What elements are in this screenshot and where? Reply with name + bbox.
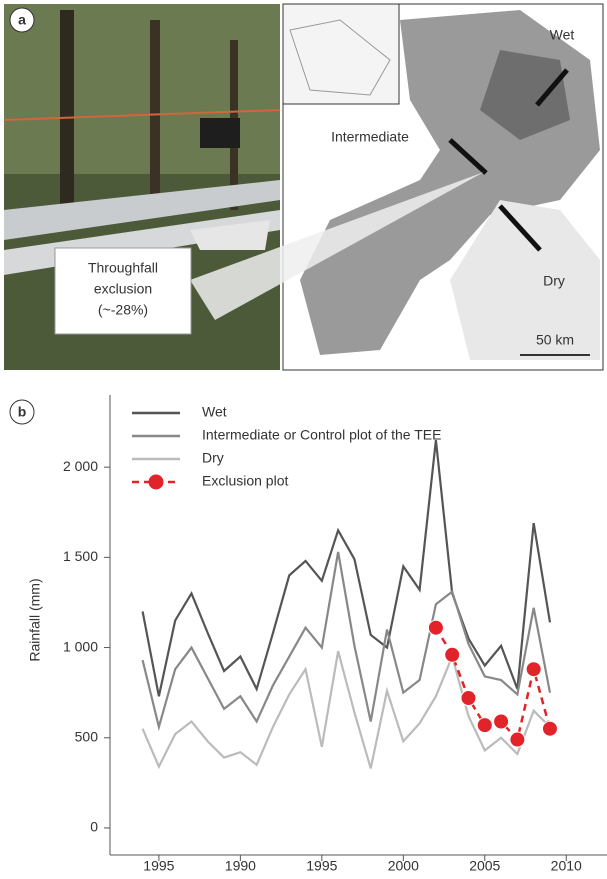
y-tick-label: 1 000 [63,638,98,654]
y-axis-label: Rainfall (mm) [27,578,43,661]
x-tick-label: 1995 [306,858,337,874]
scale-label: 50 km [536,332,574,348]
x-tick-label: 1990 [225,858,256,874]
panel-badge [9,7,35,33]
series-line [434,627,552,743]
site-arrow [448,138,488,175]
site-label: Wet [550,27,575,43]
point [525,661,542,678]
legend-label: Wet [202,404,227,420]
point [476,717,493,734]
callout-text: Throughfall [88,260,158,276]
point [460,690,477,707]
point [427,619,444,636]
x-tick-label: 2005 [469,858,500,874]
point [493,713,510,730]
site-label: Dry [543,273,565,289]
panel-label: a [18,12,26,28]
y-tick-label: 1 500 [63,548,98,564]
y-tick-label: 2 000 [63,458,98,474]
series-line [141,439,552,697]
x-tick-label: 2000 [388,858,419,874]
callout-text: exclusion [94,281,152,297]
panel-label: b [18,404,27,420]
site-label: Intermediate [331,129,409,145]
point [541,720,558,737]
map [282,3,604,371]
site-arrow [498,204,542,252]
callout-pointer [190,172,484,320]
series-line [141,650,551,770]
legend-marker [148,474,164,490]
point [444,646,461,663]
legend-label: Exclusion plot [202,473,288,489]
legend-label: Dry [202,450,224,466]
point [509,731,526,748]
legend-label: Intermediate or Control plot of the TEE [202,427,441,443]
series-line [141,551,552,732]
y-tick-label: 0 [90,819,98,835]
x-tick-label: 2010 [551,858,582,874]
site-arrow [535,68,569,107]
panel-badge [9,399,35,425]
y-tick-label: 500 [75,728,99,744]
callout-box [54,247,192,335]
x-tick-label: 1995 [143,858,174,874]
callout-text: (~-28%) [98,302,148,318]
